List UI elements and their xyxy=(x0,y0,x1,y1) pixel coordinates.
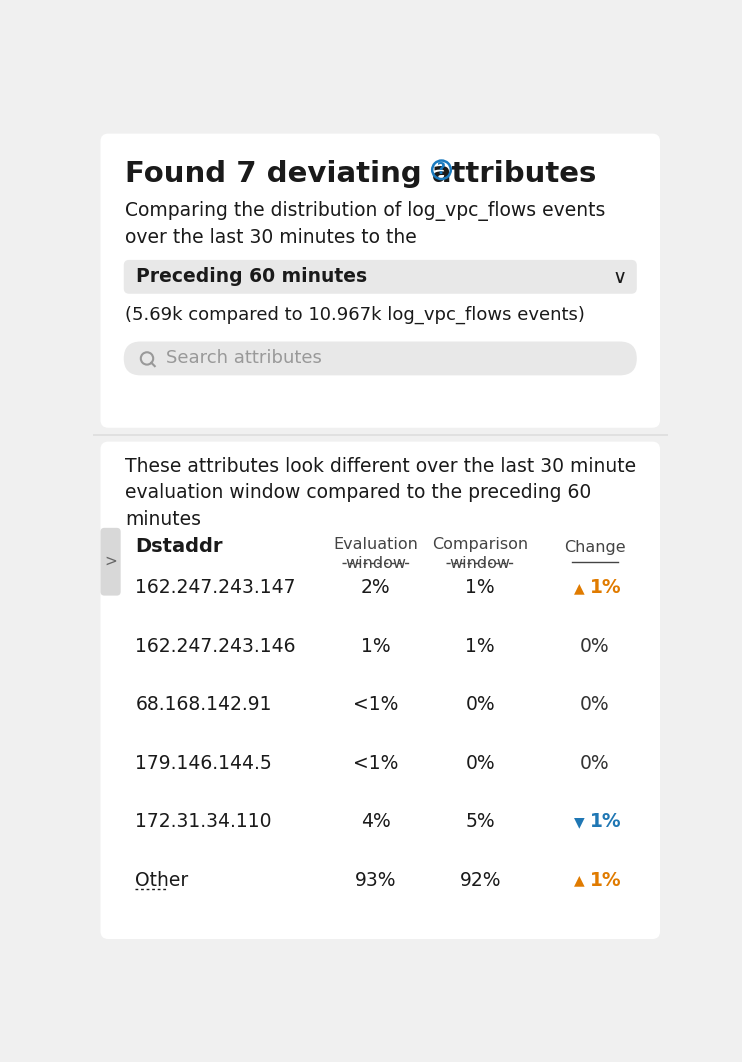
Text: Dstaddr: Dstaddr xyxy=(135,537,223,556)
Text: 2%: 2% xyxy=(361,579,390,598)
FancyBboxPatch shape xyxy=(100,528,121,596)
Text: >: > xyxy=(104,554,117,569)
Text: 92%: 92% xyxy=(459,871,501,890)
Text: 1%: 1% xyxy=(590,812,622,832)
Text: ?: ? xyxy=(437,162,446,177)
Text: <1%: <1% xyxy=(353,696,398,715)
Text: 1%: 1% xyxy=(590,579,622,598)
Text: 162.247.243.147: 162.247.243.147 xyxy=(135,579,296,598)
Text: 5%: 5% xyxy=(465,812,495,832)
Text: Comparing the distribution of log_vpc_flows events
over the last 30 minutes to t: Comparing the distribution of log_vpc_fl… xyxy=(125,201,605,247)
Text: Other: Other xyxy=(135,871,188,890)
Text: Evaluation
window: Evaluation window xyxy=(333,537,418,570)
Text: Preceding 60 minutes: Preceding 60 minutes xyxy=(136,268,367,287)
Text: 1%: 1% xyxy=(361,637,390,656)
Text: 0%: 0% xyxy=(580,637,610,656)
Text: 172.31.34.110: 172.31.34.110 xyxy=(135,812,272,832)
Text: 0%: 0% xyxy=(580,696,610,715)
Text: 93%: 93% xyxy=(355,871,396,890)
Text: Search attributes: Search attributes xyxy=(165,349,321,367)
Text: ▼: ▼ xyxy=(574,815,585,829)
Text: 1%: 1% xyxy=(590,871,622,890)
Text: 162.247.243.146: 162.247.243.146 xyxy=(135,637,296,656)
Text: 1%: 1% xyxy=(465,579,495,598)
Text: 179.146.144.5: 179.146.144.5 xyxy=(135,754,272,773)
FancyBboxPatch shape xyxy=(124,342,637,375)
Text: ∨: ∨ xyxy=(613,268,627,287)
FancyBboxPatch shape xyxy=(100,442,660,939)
Text: 0%: 0% xyxy=(580,754,610,773)
Text: 0%: 0% xyxy=(465,696,495,715)
Text: ▲: ▲ xyxy=(574,581,585,595)
Text: ▲: ▲ xyxy=(574,874,585,888)
Text: <1%: <1% xyxy=(353,754,398,773)
Text: 68.168.142.91: 68.168.142.91 xyxy=(135,696,272,715)
Text: These attributes look different over the last 30 minute
evaluation window compar: These attributes look different over the… xyxy=(125,457,637,529)
Text: Found 7 deviating attributes: Found 7 deviating attributes xyxy=(125,159,597,188)
Text: (5.69k compared to 10.967k log_vpc_flows events): (5.69k compared to 10.967k log_vpc_flows… xyxy=(125,306,585,324)
Text: 4%: 4% xyxy=(361,812,390,832)
Text: Comparison
window: Comparison window xyxy=(432,537,528,570)
Text: 0%: 0% xyxy=(465,754,495,773)
FancyBboxPatch shape xyxy=(124,260,637,294)
FancyBboxPatch shape xyxy=(100,134,660,428)
Text: 1%: 1% xyxy=(465,637,495,656)
Text: Change: Change xyxy=(564,541,626,555)
